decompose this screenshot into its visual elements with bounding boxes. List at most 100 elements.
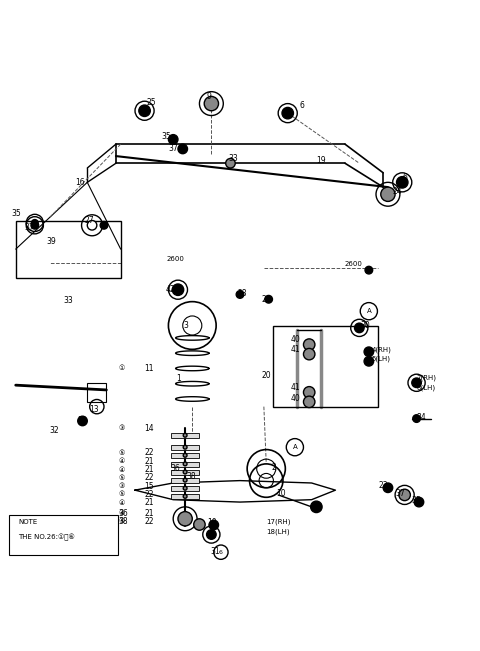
Circle shape: [413, 415, 420, 422]
Circle shape: [364, 347, 373, 357]
Text: THE NO.26:①～⑥: THE NO.26:①～⑥: [18, 534, 75, 542]
Circle shape: [383, 483, 393, 493]
Text: 28: 28: [238, 288, 247, 298]
Text: 8(LH): 8(LH): [417, 384, 436, 391]
Circle shape: [303, 348, 315, 360]
Text: 4(RH): 4(RH): [371, 346, 391, 353]
Text: 5(LH): 5(LH): [371, 355, 390, 362]
Circle shape: [183, 434, 187, 437]
Bar: [16, 221, 120, 278]
Text: 36: 36: [118, 508, 128, 518]
Circle shape: [206, 530, 216, 539]
Bar: [171, 486, 199, 491]
Text: 19: 19: [316, 156, 326, 165]
Text: 32: 32: [49, 426, 59, 435]
Bar: [171, 494, 199, 499]
Text: 22: 22: [144, 449, 154, 458]
Text: ④: ④: [118, 467, 124, 473]
Text: 20: 20: [262, 371, 271, 380]
Text: ③: ③: [118, 425, 124, 431]
Circle shape: [209, 520, 218, 530]
Circle shape: [194, 519, 205, 530]
Text: 7(RH): 7(RH): [417, 375, 437, 381]
Bar: [171, 478, 199, 483]
Circle shape: [183, 478, 187, 482]
Text: 17(RH): 17(RH): [266, 519, 291, 525]
Text: 42: 42: [166, 285, 176, 294]
Text: 12: 12: [77, 417, 86, 426]
Text: 34: 34: [417, 413, 426, 422]
Text: 14: 14: [144, 424, 154, 433]
Bar: [274, 326, 378, 407]
Circle shape: [183, 486, 187, 490]
Text: 6: 6: [300, 102, 304, 111]
Text: 24: 24: [393, 187, 402, 197]
Circle shape: [226, 158, 235, 168]
Text: 10: 10: [276, 489, 286, 498]
Circle shape: [183, 462, 187, 466]
Text: ⑤: ⑤: [118, 518, 124, 524]
Circle shape: [168, 135, 178, 144]
Text: ①: ①: [118, 365, 124, 372]
Text: 21: 21: [144, 456, 154, 465]
Text: 25: 25: [147, 98, 156, 107]
Circle shape: [265, 296, 273, 303]
Text: 23: 23: [378, 481, 388, 490]
Text: A: A: [366, 308, 371, 314]
Text: 40: 40: [291, 335, 301, 344]
Text: 21: 21: [144, 465, 154, 474]
Circle shape: [183, 495, 187, 498]
Text: 15: 15: [144, 482, 154, 491]
Circle shape: [381, 187, 395, 201]
Circle shape: [31, 221, 38, 229]
Circle shape: [183, 470, 187, 474]
Text: 41: 41: [291, 383, 300, 392]
Circle shape: [178, 144, 188, 154]
Text: 22: 22: [144, 490, 154, 499]
Text: ⑤: ⑤: [118, 450, 124, 456]
Text: 35: 35: [11, 209, 21, 218]
Text: 37: 37: [24, 223, 34, 232]
Text: 21: 21: [144, 498, 154, 507]
Bar: [171, 453, 199, 458]
Circle shape: [32, 219, 38, 227]
FancyBboxPatch shape: [9, 516, 118, 555]
Text: 35: 35: [412, 496, 421, 505]
Bar: [171, 469, 199, 475]
Text: 21: 21: [144, 508, 154, 518]
Circle shape: [204, 96, 218, 111]
Text: ⑤: ⑤: [118, 492, 124, 497]
Text: 37: 37: [395, 490, 405, 499]
Circle shape: [139, 105, 150, 117]
Text: 35: 35: [161, 133, 171, 141]
Text: 1: 1: [177, 374, 181, 383]
Circle shape: [100, 221, 108, 229]
Circle shape: [172, 284, 184, 296]
Text: 6: 6: [219, 549, 223, 555]
Text: 18(LH): 18(LH): [266, 529, 290, 535]
Bar: [171, 433, 199, 438]
Circle shape: [183, 453, 187, 457]
Circle shape: [365, 266, 372, 274]
Text: 22: 22: [144, 517, 154, 525]
Text: 2600: 2600: [345, 262, 363, 268]
Text: 39: 39: [47, 238, 57, 247]
Circle shape: [414, 497, 424, 507]
Text: ③: ③: [118, 483, 124, 490]
Text: 33: 33: [228, 154, 238, 163]
Circle shape: [236, 290, 244, 298]
Text: 13: 13: [90, 404, 99, 413]
Circle shape: [396, 176, 408, 188]
Circle shape: [183, 445, 187, 449]
Text: ④: ④: [118, 510, 124, 516]
Text: ⑤: ⑤: [118, 475, 124, 480]
Text: 38: 38: [118, 517, 128, 525]
Text: 10: 10: [207, 518, 217, 527]
Text: 33: 33: [63, 296, 73, 305]
Circle shape: [412, 378, 421, 387]
Text: 36: 36: [171, 464, 180, 473]
Circle shape: [87, 221, 97, 230]
Text: 30: 30: [360, 321, 370, 330]
Text: 22: 22: [144, 473, 154, 482]
Text: 2600: 2600: [166, 256, 184, 262]
